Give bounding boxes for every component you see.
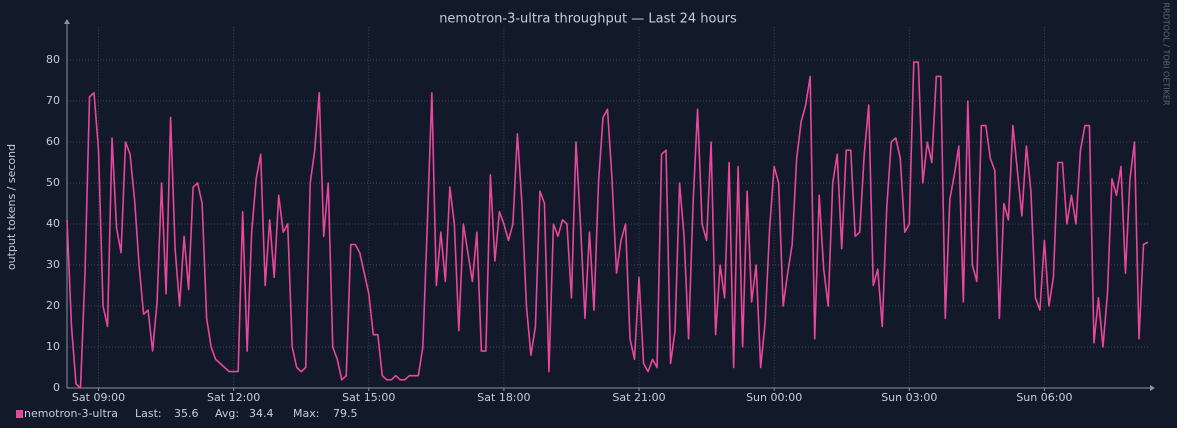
x-tick-label: Sat 09:00 (72, 391, 125, 404)
y-tick-label: 20 (46, 299, 60, 312)
y-tick-label: 40 (46, 217, 60, 230)
y-tick-label: 50 (46, 176, 60, 189)
x-tick-label: Sat 18:00 (477, 391, 530, 404)
legend-max-label: Max: (293, 407, 319, 420)
legend-max: 79.5 (333, 407, 358, 420)
x-tick-label: Sat 21:00 (612, 391, 665, 404)
x-tick-label: Sat 15:00 (342, 391, 395, 404)
legend-avg: 34.4 (249, 407, 274, 420)
y-tick-label: 0 (53, 381, 60, 394)
series-line (66, 61, 1149, 389)
plot (66, 61, 1149, 389)
chart-title: nemotron-3-ultra throughput — Last 24 ho… (439, 12, 737, 27)
watermark: RRDTOOL / TOBI OETIKER (1162, 2, 1171, 105)
x-tick-label: Sun 06:00 (1016, 391, 1072, 404)
legend-last: 35.6 (174, 407, 199, 420)
legend-last-label: Last: (135, 407, 162, 420)
legend-swatch (16, 410, 23, 418)
y-tick-label: 70 (46, 94, 60, 107)
x-tick-label: Sun 00:00 (746, 391, 802, 404)
y-axis-label: output tokens / second (5, 144, 18, 270)
y-tick-label: 80 (46, 53, 60, 66)
x-tick-label: Sun 03:00 (881, 391, 937, 404)
y-tick-label: 10 (46, 340, 60, 353)
x-tick-label: Sat 12:00 (207, 391, 260, 404)
legend-name: nemotron-3-ultra (24, 407, 118, 420)
x-axis-arrow (1150, 385, 1155, 391)
y-tick-label: 60 (46, 135, 60, 148)
legend-avg-label: Avg: (215, 407, 239, 420)
y-tick-label: 30 (46, 258, 60, 271)
y-axis-arrow (64, 19, 70, 24)
grid: 0 10 20 30 40 50 60 70 80 Sat 09:00 Sat 12:00 Sat 1… (46, 27, 1148, 404)
